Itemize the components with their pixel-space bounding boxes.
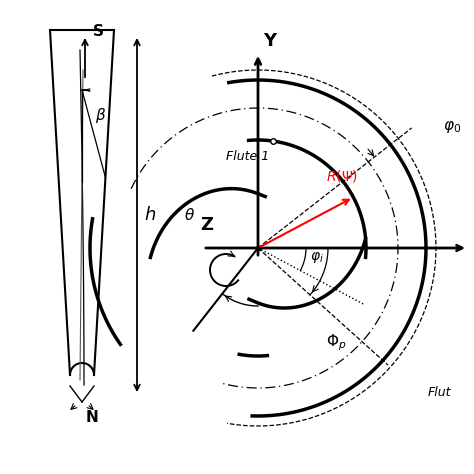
Text: Flute 1: Flute 1: [226, 150, 269, 163]
Text: $\theta$: $\theta$: [184, 207, 195, 223]
Text: Y: Y: [263, 32, 276, 50]
Text: $\Phi_p$: $\Phi_p$: [326, 332, 346, 353]
Text: β: β: [95, 108, 105, 122]
Text: Z: Z: [200, 216, 213, 234]
Text: N: N: [86, 410, 99, 426]
Text: $R(\Psi)$: $R(\Psi)$: [326, 167, 358, 183]
Text: h: h: [144, 206, 155, 224]
Text: $\varphi_0$: $\varphi_0$: [443, 119, 461, 135]
Text: Flut: Flut: [428, 386, 452, 399]
Text: S: S: [93, 24, 104, 38]
Text: $\varphi_i$: $\varphi_i$: [310, 250, 324, 265]
